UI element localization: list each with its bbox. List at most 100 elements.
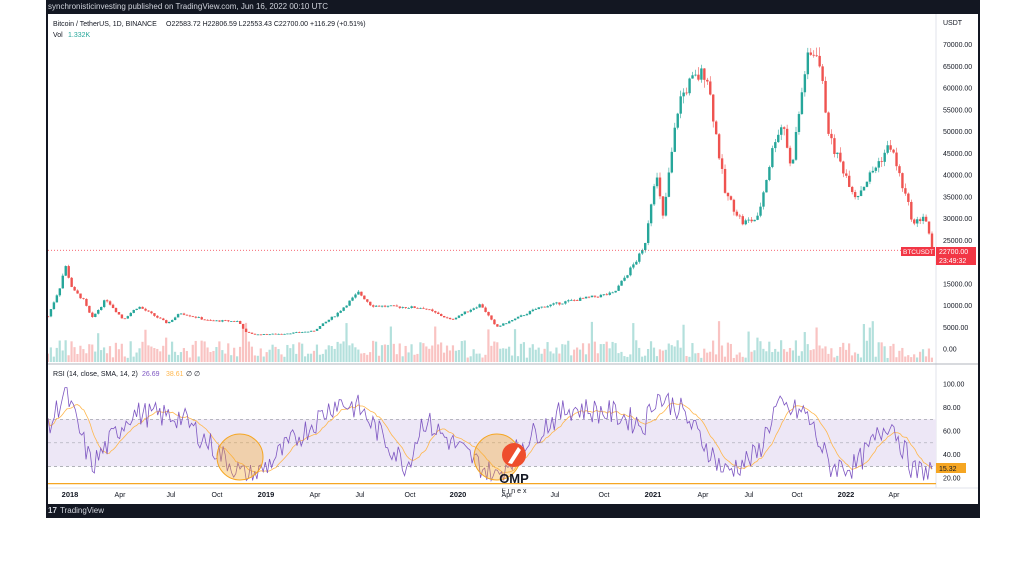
candle xyxy=(883,152,886,162)
volume-bar xyxy=(552,353,555,362)
candle xyxy=(318,326,322,329)
volume-bar xyxy=(697,352,700,362)
time-tick-label: Apr xyxy=(310,492,322,499)
candle xyxy=(295,332,298,333)
candle xyxy=(312,330,316,332)
rsi-legend-ma: 38.61 xyxy=(166,371,184,378)
candle xyxy=(67,266,70,278)
volume-bar xyxy=(626,356,629,362)
legend-vol-label: Vol xyxy=(53,32,63,39)
candle xyxy=(88,305,91,313)
volume-bar xyxy=(466,357,469,362)
candle xyxy=(147,310,150,312)
candle xyxy=(865,181,869,187)
candle xyxy=(552,303,555,305)
volume-bar xyxy=(892,343,895,362)
candle xyxy=(123,318,127,320)
volume-bar xyxy=(821,348,824,362)
volume-bar xyxy=(546,342,549,362)
rsi-tick-label: 20.00 xyxy=(943,476,961,483)
candle xyxy=(369,301,372,306)
volume-bar xyxy=(916,357,919,362)
volume-bar xyxy=(141,341,144,362)
volume-bar xyxy=(635,340,638,362)
candle xyxy=(836,152,839,155)
candle xyxy=(540,306,543,308)
candle xyxy=(200,317,203,320)
candle xyxy=(431,309,434,312)
candle xyxy=(173,317,177,321)
volume-bar xyxy=(301,343,304,362)
volume-bar xyxy=(611,341,614,362)
price-candles xyxy=(46,47,934,336)
time-tick-label: Apr xyxy=(502,492,514,499)
candle xyxy=(129,312,132,317)
volume-bar xyxy=(593,341,596,362)
volume-bar xyxy=(833,357,836,362)
volume-bar xyxy=(478,353,481,362)
publish-text: synchronisticinvesting published on Trad… xyxy=(48,2,329,11)
candle xyxy=(655,177,659,187)
volume-bar xyxy=(448,350,452,362)
candle xyxy=(398,306,402,308)
price-tick-label: 65000.00 xyxy=(943,64,972,71)
volume-bar xyxy=(845,349,848,362)
candle xyxy=(209,319,212,321)
candle xyxy=(570,299,573,301)
candle xyxy=(428,309,431,311)
candle xyxy=(927,221,931,234)
volume-bar xyxy=(79,345,82,362)
volume-bar xyxy=(927,348,931,362)
candle xyxy=(324,321,328,324)
candle xyxy=(490,315,493,320)
candle xyxy=(298,332,301,333)
rsi-legend-value: 26.69 xyxy=(142,371,160,378)
candle xyxy=(738,215,742,217)
candle xyxy=(691,75,694,79)
candle xyxy=(469,309,472,312)
volume-bar xyxy=(918,351,922,362)
volume-bar xyxy=(52,356,55,362)
candle xyxy=(138,306,141,309)
volume-bar xyxy=(842,342,845,362)
candle xyxy=(534,309,538,310)
volume-bar xyxy=(809,350,812,362)
volume-bar xyxy=(191,344,194,362)
rsi-tick-label: 80.00 xyxy=(943,405,961,412)
volume-bar xyxy=(123,356,126,362)
volume-bar xyxy=(765,351,768,362)
volume-bar xyxy=(176,355,180,362)
rsi-legend-label: RSI (14, close, SMA, 14, 2) xyxy=(53,371,138,378)
candle xyxy=(168,321,171,324)
candle xyxy=(306,331,310,333)
candle xyxy=(907,193,910,202)
candle xyxy=(558,302,561,305)
candle xyxy=(697,74,700,80)
candle xyxy=(117,312,121,315)
candle xyxy=(82,298,85,300)
volume-bar xyxy=(531,344,534,362)
volume-bar xyxy=(522,342,525,362)
chart-canvas[interactable]: Bitcoin / TetherUS, 1D, BINANCE O22583.7… xyxy=(46,14,978,504)
volume-bar xyxy=(747,331,750,362)
candle xyxy=(880,161,883,162)
price-tick-label: 0.00 xyxy=(943,347,957,354)
price-tick-label: 55000.00 xyxy=(943,107,972,114)
tradingview-name[interactable]: TradingView xyxy=(60,506,105,515)
candle xyxy=(800,92,804,115)
candle xyxy=(392,305,396,307)
volume-bar xyxy=(206,347,209,362)
volume-bar xyxy=(856,353,860,362)
volume-bar xyxy=(921,349,925,362)
candle xyxy=(250,332,254,334)
volume-bar xyxy=(283,356,286,362)
volume-bar xyxy=(558,353,561,362)
price-chart[interactable]: Bitcoin / TetherUS, 1D, BINANCE O22583.7… xyxy=(46,14,978,504)
candle xyxy=(301,332,304,334)
candle xyxy=(256,334,260,336)
candle xyxy=(652,186,656,205)
time-tick-label: Oct xyxy=(405,492,416,499)
volume-bar xyxy=(599,344,602,362)
candle xyxy=(348,300,351,306)
volume-bar xyxy=(315,344,319,362)
